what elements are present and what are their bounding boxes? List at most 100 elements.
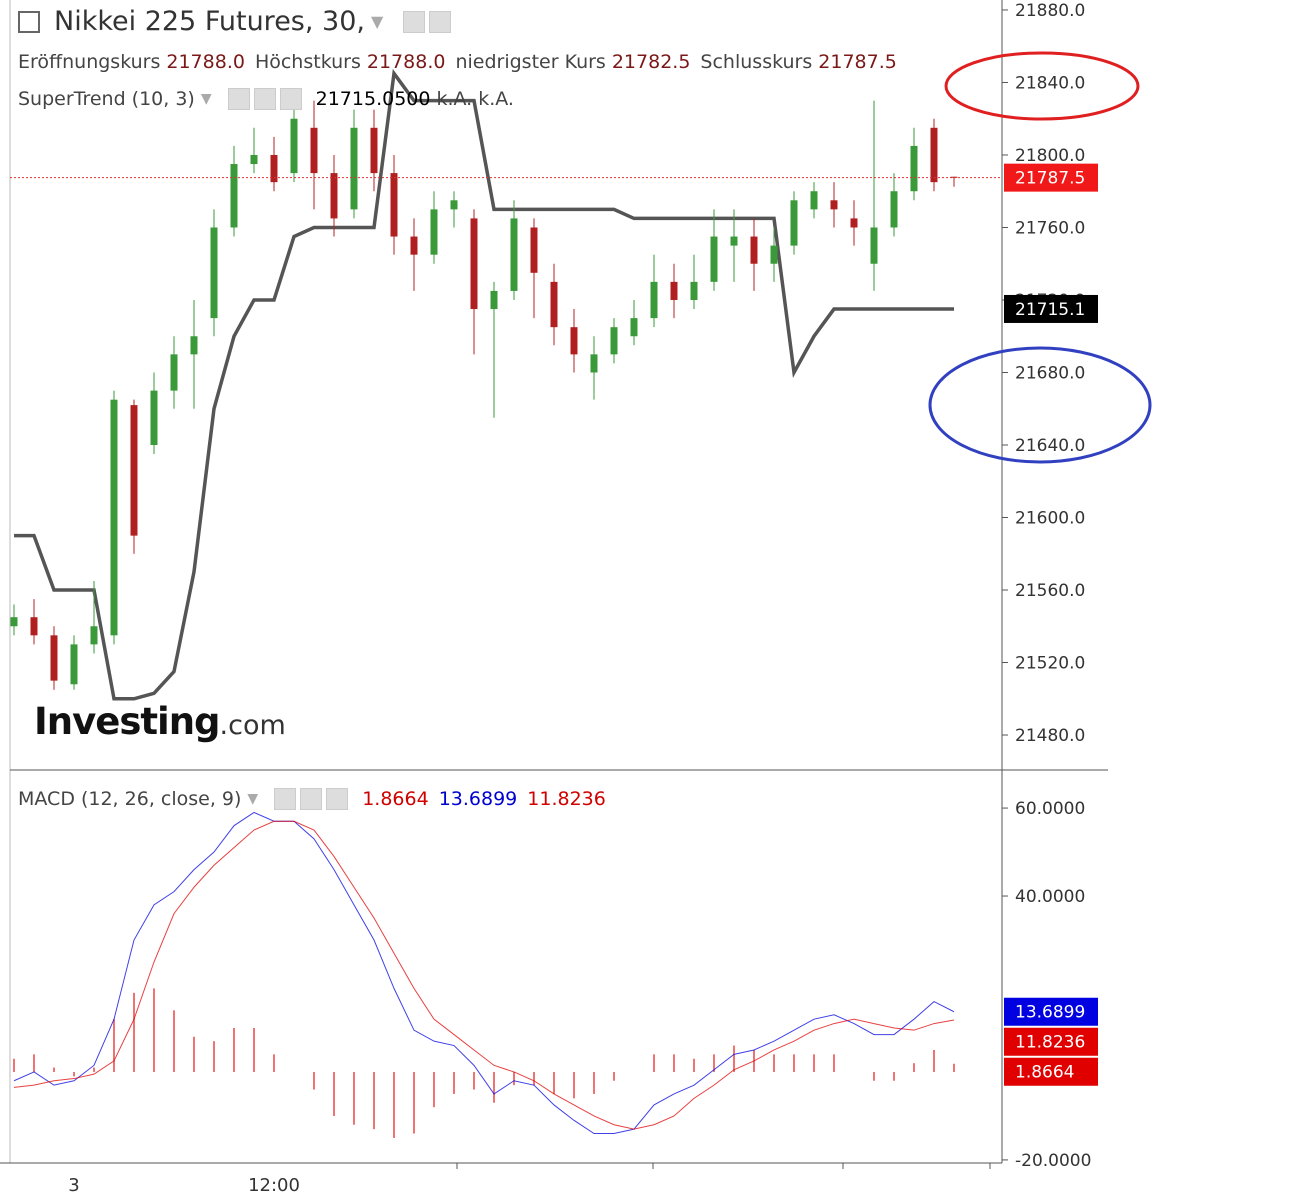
candle-body (710, 236, 718, 282)
icon[interactable] (403, 10, 426, 33)
ohlc-value: 21788.0 (366, 51, 446, 73)
candle-body (550, 281, 558, 328)
macd-tag-bg (1004, 1027, 1098, 1056)
candle-body (270, 154, 278, 183)
candle-body (250, 154, 258, 165)
icon[interactable] (429, 10, 452, 33)
ohlc-value: 21782.5 (611, 51, 691, 73)
icon[interactable] (300, 788, 323, 810)
y-tick-label: 21840.0 (1015, 73, 1085, 93)
y-tick-label: 60.0000 (1015, 799, 1085, 819)
indicator-name: SuperTrend (18, 88, 126, 110)
histogram-bar (433, 1071, 435, 1108)
y-tick-label: 21800.0 (1015, 146, 1085, 166)
histogram-bar (253, 1027, 255, 1072)
candle-body (290, 118, 298, 174)
icon[interactable] (279, 88, 302, 110)
histogram-bar (693, 1058, 695, 1072)
candle-body (170, 354, 178, 391)
candle-body (30, 617, 38, 636)
histogram-bar (513, 1071, 515, 1086)
icon[interactable] (253, 88, 276, 110)
last-price-tag: 21787.5 (1015, 169, 1085, 189)
candle-body (210, 227, 218, 319)
histogram-bar (193, 1036, 195, 1072)
annotation-ellipse (928, 346, 1152, 464)
candle-body (770, 245, 778, 264)
candle-body (590, 354, 598, 373)
histogram-bar (733, 1045, 735, 1072)
icon[interactable] (274, 788, 297, 810)
histogram-bar (673, 1054, 675, 1072)
histogram-bar (773, 1054, 775, 1072)
histogram-bar (313, 1071, 315, 1090)
candle-body (730, 236, 738, 246)
candle-body (50, 635, 58, 681)
watermark-suffix: .com (219, 710, 286, 741)
histogram-bar (413, 1071, 415, 1134)
ohlc-value: 21788.0 (166, 51, 245, 73)
ohlc-name: Höchstkurs (254, 51, 361, 73)
candle-body (510, 218, 518, 291)
y-tick-label: 21560.0 (1015, 581, 1085, 601)
histogram-bar (233, 1027, 235, 1072)
candle-body (930, 127, 938, 183)
histogram-bar (153, 988, 155, 1072)
candle-body (630, 318, 638, 337)
candle-body (450, 200, 458, 210)
ohlc-name: niedrigster Kurs (455, 51, 606, 73)
candle-body (670, 281, 678, 300)
histogram-bar (373, 1071, 375, 1130)
collapse-icon[interactable] (18, 10, 40, 33)
caret[interactable]: ▼ (200, 91, 212, 107)
ohlc-row: Eröffnungskurs 21788.0 Höchstkurs 21788.0 ni… (18, 51, 907, 73)
macd-tag-bg (1004, 1057, 1098, 1086)
histogram-bar (273, 1054, 275, 1072)
candle-body (530, 227, 538, 273)
candle-body (890, 191, 898, 228)
candle-body (90, 626, 98, 645)
histogram-bar (613, 1071, 615, 1081)
histogram-bar (793, 1054, 795, 1072)
candle-body (870, 227, 878, 264)
indicator-extra: k.A. (478, 88, 514, 110)
y-tick-label: 21760.0 (1015, 218, 1085, 238)
watermark: Investing.com (34, 700, 286, 743)
candle-body (390, 173, 398, 237)
candle-body (910, 145, 918, 192)
y-tick-label: 21680.0 (1015, 363, 1085, 383)
supertrend-row: SuperTrend (10, 3) ▼ 21715.0500 k.A. k.A… (18, 88, 520, 110)
y-tick-label: 21480.0 (1015, 726, 1085, 746)
macd-value: 11.8236 (527, 788, 606, 810)
histogram-bar (113, 1019, 115, 1072)
candle-body (350, 127, 358, 210)
histogram-bar (953, 1063, 955, 1072)
candle-body (110, 399, 118, 636)
y-tick-label: 21600.0 (1015, 509, 1085, 529)
title: Nikkei 225 Futures, 30, (54, 6, 365, 37)
histogram-bar (533, 1071, 535, 1086)
title-row: Nikkei 225 Futures, 30, ▼ (18, 6, 455, 37)
indicator-extra: k.A. (436, 88, 473, 110)
icon[interactable] (326, 788, 349, 810)
x-tick-label: 3 (68, 1175, 79, 1196)
macd-line (13, 820, 955, 1130)
macd-tag: 13.6899 (1015, 1003, 1085, 1023)
macd-tag-bg (1004, 997, 1098, 1026)
histogram-bar (393, 1071, 395, 1138)
y-tick-label: 40.0000 (1015, 887, 1085, 907)
macd-value: 13.6899 (438, 788, 518, 810)
caret[interactable]: ▼ (370, 12, 384, 31)
candle-body (490, 290, 498, 310)
histogram-bar (93, 1067, 95, 1072)
histogram-bar (913, 1063, 915, 1072)
histogram-bar (933, 1049, 935, 1072)
last-price-tag-bg (1004, 163, 1098, 192)
histogram-bar (33, 1054, 35, 1072)
y-tick-label: 21880.0 (1015, 1, 1085, 21)
candle-body (610, 327, 618, 355)
caret[interactable]: ▼ (247, 791, 259, 807)
histogram-bar (653, 1054, 655, 1072)
icon[interactable] (227, 88, 250, 110)
